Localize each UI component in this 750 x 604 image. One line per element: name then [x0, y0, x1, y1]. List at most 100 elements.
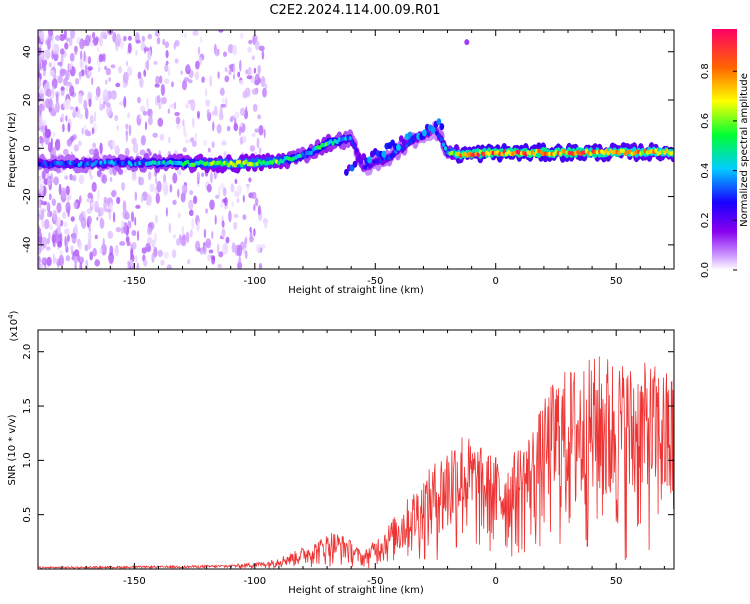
noise-speckle: [142, 110, 148, 116]
noise-speckle: [194, 71, 199, 81]
noise-speckle: [146, 236, 153, 245]
ridge-blob: [281, 159, 285, 164]
noise-speckle: [184, 139, 191, 144]
ridge-blob: [589, 151, 593, 157]
noise-speckle: [264, 83, 268, 90]
noise-speckle: [98, 35, 103, 47]
noise-speckle: [152, 132, 158, 138]
ridge-blob: [502, 149, 506, 154]
noise-speckle: [228, 64, 232, 70]
noise-speckle: [116, 124, 120, 132]
noise-speckle: [213, 105, 218, 116]
noise-speckle: [79, 58, 84, 69]
noise-speckle: [148, 151, 152, 157]
noise-speckle: [38, 137, 41, 144]
noise-speckle: [62, 211, 67, 220]
noise-speckle: [254, 128, 259, 133]
noise-speckle: [160, 259, 165, 266]
noise-speckle: [171, 81, 174, 88]
noise-speckle: [163, 173, 167, 184]
noise-speckle: [56, 202, 62, 214]
noise-speckle: [98, 66, 101, 73]
noise-speckle: [244, 238, 247, 249]
noise-speckle: [99, 247, 103, 254]
noise-speckle: [192, 30, 199, 36]
noise-speckle: [174, 40, 180, 47]
noise-speckle: [52, 131, 56, 138]
snr-ylabel: SNR (10 * v/v): [7, 414, 18, 485]
noise-speckle: [237, 244, 243, 257]
ridge-branch-blob: [367, 156, 372, 164]
noise-speckle: [88, 71, 93, 77]
ridge-blob: [392, 152, 396, 157]
noise-speckle: [124, 147, 130, 157]
noise-speckle: [242, 214, 247, 221]
noise-speckle: [238, 256, 242, 264]
noise-speckle: [66, 240, 69, 248]
ridge-blob: [88, 160, 92, 165]
noise-speckle: [74, 51, 78, 56]
noise-speckle: [182, 119, 185, 127]
noise-speckle: [41, 170, 46, 180]
noise-speckle: [73, 249, 80, 257]
ridge-blob: [240, 162, 244, 168]
noise-speckle: [41, 138, 45, 144]
noise-speckle: [154, 83, 160, 88]
noise-speckle: [167, 108, 171, 114]
noise-speckle: [52, 209, 57, 222]
ridge-branch-blob: [396, 143, 401, 151]
noise-speckle: [217, 71, 220, 79]
noise-speckle: [261, 50, 265, 60]
noise-speckle: [175, 116, 181, 125]
noise-speckle: [40, 30, 45, 43]
noise-speckle: [212, 256, 215, 262]
noise-speckle: [216, 243, 220, 254]
noise-speckle: [233, 213, 239, 219]
noise-speckle: [158, 104, 161, 110]
noise-speckle: [155, 176, 158, 185]
ridge-blob: [71, 160, 75, 165]
noise-speckle: [66, 196, 70, 202]
noise-speckle: [80, 50, 83, 61]
noise-speckle: [38, 146, 41, 152]
noise-speckle: [172, 234, 176, 239]
noise-speckle: [66, 84, 69, 92]
noise-speckle: [96, 216, 99, 221]
noise-speckle: [134, 191, 137, 201]
noise-speckle: [194, 132, 197, 141]
noise-speckle: [234, 111, 240, 119]
ridge-branch-blob: [422, 129, 427, 137]
noise-speckle: [69, 245, 74, 250]
noise-speckle: [218, 30, 224, 33]
noise-speckle: [143, 47, 150, 52]
noise-speckle: [246, 75, 253, 80]
noise-speckle: [38, 55, 42, 66]
noise-speckle: [125, 212, 130, 220]
ridge-blob: [400, 146, 404, 152]
y-tick-label-snr: 2.0: [22, 344, 33, 360]
noise-speckle: [56, 216, 61, 228]
noise-speckle: [197, 220, 200, 231]
noise-speckle: [218, 186, 221, 198]
noise-speckle: [43, 219, 50, 230]
noise-speckle: [118, 101, 125, 106]
x-tick-label-snr: 0: [493, 576, 499, 587]
noise-speckle: [135, 204, 141, 209]
noise-speckle: [69, 106, 74, 111]
noise-speckle: [193, 195, 198, 205]
noise-speckle: [127, 35, 132, 41]
noise-speckle: [183, 77, 190, 82]
noise-speckle: [137, 71, 142, 80]
noise-speckle: [258, 262, 263, 269]
noise-speckle: [236, 198, 240, 203]
noise-speckle: [49, 224, 53, 231]
noise-speckle: [225, 97, 228, 109]
noise-speckle: [91, 77, 94, 86]
noise-speckle: [149, 221, 155, 230]
noise-speckle: [101, 243, 107, 256]
noise-speckle: [182, 79, 187, 91]
colorbar-tick-label: 0.0: [700, 262, 711, 278]
colorbar-gradient: [712, 29, 737, 270]
ridge-blob: [355, 148, 359, 153]
ridge-blob: [437, 133, 441, 139]
